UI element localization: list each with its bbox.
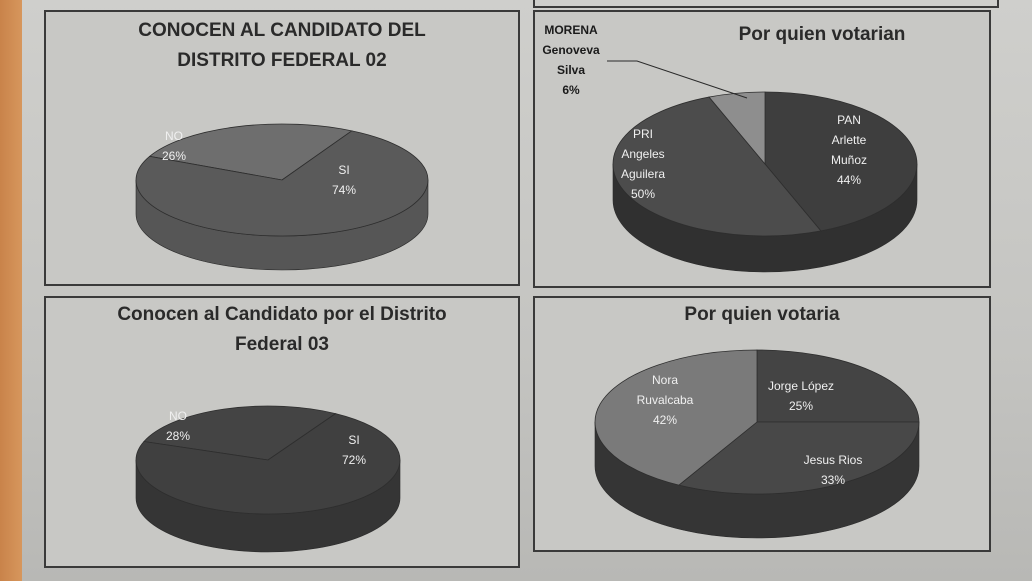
slice-name: Aguilera	[621, 167, 665, 181]
slice-name: Muñoz	[831, 153, 867, 167]
chart-panel-3: Conocen al Candidato por el Distrito Fed…	[44, 296, 520, 568]
slice-name: Genoveva	[542, 43, 600, 57]
chart-title: CONOCEN AL CANDIDATO DEL DISTRITO FEDERA…	[46, 16, 518, 76]
pie-chart: NO 26% SI 74%	[135, 123, 429, 271]
slice-label: MORENA Genoveva Silva 6%	[542, 23, 600, 97]
slice-percent: 6%	[562, 83, 580, 97]
chart-panel-2: Por quien votarian PAN Arlette Muñoz 44% PRI…	[533, 10, 991, 288]
leader-line	[607, 60, 748, 99]
table-edge	[0, 0, 26, 581]
chart-title: Por quien votaria	[535, 300, 989, 330]
slice-percent: 25%	[789, 399, 813, 413]
pie-slice	[678, 421, 920, 495]
slice-name: NO	[169, 409, 187, 423]
slice-percent: 50%	[631, 187, 655, 201]
slice-label: NO 28%	[166, 409, 190, 443]
pie-slice	[135, 130, 429, 237]
chart-title: Por quien votarian	[655, 20, 989, 50]
pie-slice	[612, 96, 822, 237]
pie-slice	[143, 405, 337, 461]
slice-name: SI	[348, 433, 359, 447]
slice-label: Jesus Rios 33%	[804, 453, 863, 487]
slice-name: Angeles	[621, 147, 664, 161]
chart-title-line: DISTRITO FEDERAL 02	[177, 50, 387, 71]
slice-percent: 26%	[162, 149, 186, 163]
chart-title-line: CONOCEN AL CANDIDATO DEL	[138, 20, 426, 41]
slice-label: PAN Arlette Muñoz 44%	[831, 113, 867, 187]
pie-chart: NO 28% SI 72%	[135, 405, 401, 553]
slice-percent: 28%	[166, 429, 190, 443]
chart-title-line: Federal 03	[235, 334, 329, 355]
pie-slice	[756, 349, 920, 423]
chart-title-line: Por quien votarian	[738, 24, 906, 45]
slice-percent: 74%	[332, 183, 356, 197]
chart-panel-1: CONOCEN AL CANDIDATO DEL DISTRITO FEDERA…	[44, 10, 520, 286]
prior-panel-edge	[533, 0, 999, 8]
slice-label: Jorge López 25%	[768, 379, 834, 413]
chart-panel-4: Por quien votaria Jorge López 25% Jesus Ri…	[533, 296, 991, 552]
slice-percent: 44%	[837, 173, 861, 187]
chart-title-line: Por quien votaria	[684, 304, 840, 325]
slice-percent: 42%	[653, 413, 677, 427]
pie-chart: PAN Arlette Muñoz 44% PRI Angeles Aguilera 50% M…	[542, 23, 918, 273]
slice-label: PRI Angeles Aguilera 50%	[621, 127, 665, 201]
slice-percent: 33%	[821, 473, 845, 487]
pie-slice	[135, 413, 401, 515]
pie-slice	[764, 91, 918, 232]
chart-title: Conocen al Candidato por el Distrito Fed…	[46, 300, 518, 360]
slice-label: SI 72%	[342, 433, 366, 467]
slice-label: SI 74%	[332, 163, 356, 197]
slice-name: Jorge López	[768, 379, 834, 393]
pie-slice	[594, 349, 758, 486]
slice-name: Nora	[652, 373, 678, 387]
slice-percent: 72%	[342, 453, 366, 467]
slice-name: Jesus Rios	[804, 453, 863, 467]
pie-slice	[708, 91, 766, 166]
pie-chart: Jorge López 25% Jesus Rios 33% Nora Ruvalcaba…	[594, 349, 920, 539]
slice-name: Ruvalcaba	[637, 393, 694, 407]
slice-name: MORENA	[544, 23, 598, 37]
slice-name: Silva	[557, 63, 585, 77]
slice-name: Arlette	[832, 133, 867, 147]
slice-name: PRI	[633, 127, 653, 141]
slice-label: NO 26%	[162, 129, 186, 163]
chart-title-line: Conocen al Candidato por el Distrito	[117, 304, 447, 325]
slice-name: PAN	[837, 113, 861, 127]
slice-label: Nora Ruvalcaba 42%	[637, 373, 694, 427]
slice-name: NO	[165, 129, 183, 143]
slice-name: SI	[338, 163, 349, 177]
